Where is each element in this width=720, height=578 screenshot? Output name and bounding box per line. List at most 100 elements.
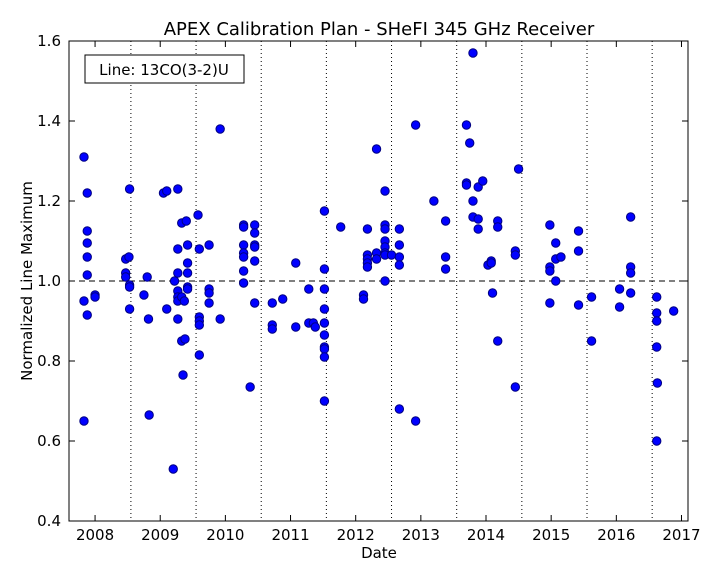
data-point	[310, 322, 320, 332]
data-point	[573, 246, 584, 256]
data-point	[79, 296, 89, 306]
data-point	[182, 284, 193, 294]
x-tick-label: 2012	[337, 526, 375, 544]
data-point	[473, 224, 483, 234]
data-point	[319, 344, 330, 354]
data-point	[173, 184, 183, 194]
data-point	[162, 186, 172, 196]
data-point	[486, 258, 496, 268]
x-tick-label: 2014	[467, 526, 505, 544]
data-point	[82, 270, 92, 280]
data-point	[124, 252, 134, 262]
data-point	[410, 120, 421, 130]
data-point	[180, 334, 190, 344]
y-tick-label: 1.0	[37, 272, 61, 290]
annotation-border	[84, 54, 245, 84]
chart-title: APEX Calibration Plan - SHeFI 345 GHz Re…	[164, 19, 595, 40]
data-point	[468, 48, 478, 58]
data-point	[304, 284, 314, 294]
x-tick-label: 2013	[402, 526, 440, 544]
data-point	[473, 214, 483, 224]
data-point	[362, 224, 373, 234]
data-point	[238, 240, 249, 250]
data-points	[79, 48, 679, 474]
x-tick-label: 2008	[76, 526, 114, 544]
data-point	[250, 298, 260, 308]
data-point	[124, 304, 135, 314]
data-point	[82, 238, 92, 248]
data-point	[468, 196, 478, 206]
data-point	[182, 240, 193, 250]
data-point	[319, 264, 330, 274]
data-point	[204, 240, 214, 250]
data-point	[182, 268, 193, 278]
x-tick-label: 2016	[597, 526, 635, 544]
data-point	[371, 254, 382, 264]
y-axis-label: Normalized Line Maximum	[18, 181, 36, 381]
data-point	[394, 260, 405, 270]
data-point	[169, 276, 180, 286]
data-point	[319, 330, 330, 340]
data-point	[250, 256, 260, 266]
y-tick-label: 0.4	[37, 512, 61, 530]
data-point	[194, 320, 205, 330]
data-point	[82, 310, 92, 320]
data-point	[358, 294, 369, 304]
data-point	[386, 250, 397, 260]
y-tick-label: 1.6	[37, 32, 61, 50]
data-point	[586, 292, 597, 302]
data-point	[139, 290, 149, 300]
data-point	[124, 282, 135, 292]
data-point	[162, 304, 172, 314]
data-point	[394, 240, 405, 250]
annotation-box: Line: 13CO(3-2)U	[84, 54, 245, 84]
data-point	[144, 410, 154, 420]
data-point	[319, 206, 330, 216]
data-point	[215, 314, 225, 324]
data-point	[545, 266, 555, 276]
data-point	[194, 350, 205, 360]
x-tick-label: 2010	[206, 526, 244, 544]
x-tick-label: 2009	[141, 526, 179, 544]
data-point	[614, 302, 625, 312]
data-point	[245, 382, 255, 392]
data-point	[493, 336, 503, 346]
data-point	[573, 300, 584, 310]
data-point	[668, 306, 679, 316]
data-point	[173, 268, 183, 278]
data-point	[410, 416, 421, 426]
y-tick-label: 1.4	[37, 112, 61, 130]
x-tick-label: 2011	[271, 526, 309, 544]
data-point	[238, 278, 249, 288]
data-point	[267, 298, 277, 308]
data-point	[250, 220, 260, 230]
data-point	[173, 244, 183, 254]
data-point	[551, 238, 561, 248]
data-point	[551, 276, 561, 286]
data-point	[238, 222, 249, 232]
data-point	[625, 212, 636, 222]
data-point	[440, 264, 451, 274]
data-point	[120, 272, 131, 282]
data-point	[336, 222, 346, 232]
y-tick-label: 0.8	[37, 352, 61, 370]
data-point	[429, 196, 439, 206]
data-point	[380, 186, 390, 196]
data-point	[204, 298, 214, 308]
data-point	[394, 224, 405, 234]
data-point	[124, 184, 135, 194]
x-tick-label: 2017	[662, 526, 700, 544]
data-point	[573, 226, 584, 236]
data-point	[215, 124, 225, 134]
data-point	[652, 308, 662, 318]
annotation-text: Line: 13CO(3-2)U	[99, 61, 229, 79]
data-point	[652, 292, 662, 302]
data-point	[513, 164, 524, 174]
data-point	[652, 378, 663, 388]
data-point	[82, 226, 92, 236]
data-point	[586, 336, 597, 346]
data-point	[319, 396, 330, 406]
data-point	[142, 272, 152, 282]
data-point	[238, 266, 249, 276]
